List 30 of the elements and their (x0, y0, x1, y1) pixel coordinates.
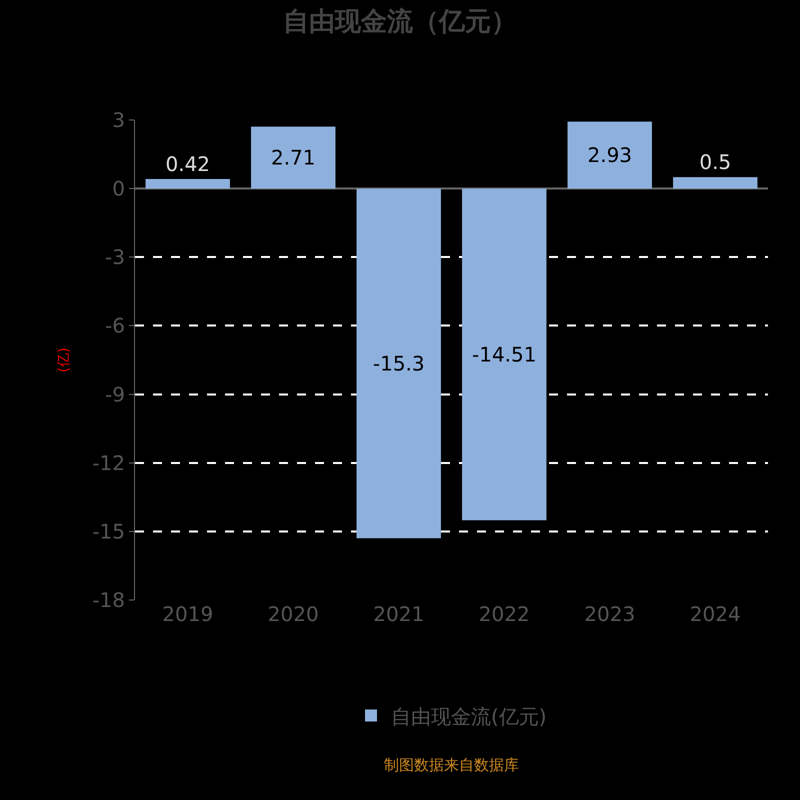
bar (568, 122, 652, 189)
bar (673, 177, 758, 189)
y-tick-label: 0 (112, 176, 125, 201)
legend-label: 自由现金流(亿元) (391, 704, 547, 728)
y-tick-label: -3 (105, 245, 125, 270)
data-label: 0.42 (165, 152, 210, 176)
data-label: 0.5 (699, 150, 732, 174)
data-label: 2.71 (270, 146, 316, 170)
y-tick-label: 3 (112, 108, 125, 132)
y-tick-label: -18 (92, 588, 125, 612)
bar (251, 126, 336, 189)
chart-title: 自由现金流（亿元） (283, 7, 517, 38)
y-tick-label: -15 (92, 519, 125, 544)
x-tick-label: 2022 (478, 602, 530, 626)
x-tick-label: 2024 (690, 602, 741, 626)
y-tick-label: -12 (92, 450, 125, 475)
data-label: -15.3 (372, 351, 425, 376)
text: 制图数据来自数据库 (384, 756, 519, 774)
y-axis-title: (亿) (56, 348, 72, 372)
bar (356, 188, 441, 538)
x-tick-label: 2020 (268, 602, 319, 626)
y-tick-label: -6 (105, 314, 125, 338)
x-tick-label: 2019 (162, 602, 214, 626)
data-label: 2.93 (587, 143, 632, 168)
bar (462, 188, 546, 520)
data-label: -14.51 (472, 342, 536, 366)
x-tick-label: 2023 (584, 602, 636, 626)
bar (146, 178, 230, 189)
x-tick-label: 2021 (373, 602, 424, 626)
y-tick-label: -9 (105, 382, 125, 406)
